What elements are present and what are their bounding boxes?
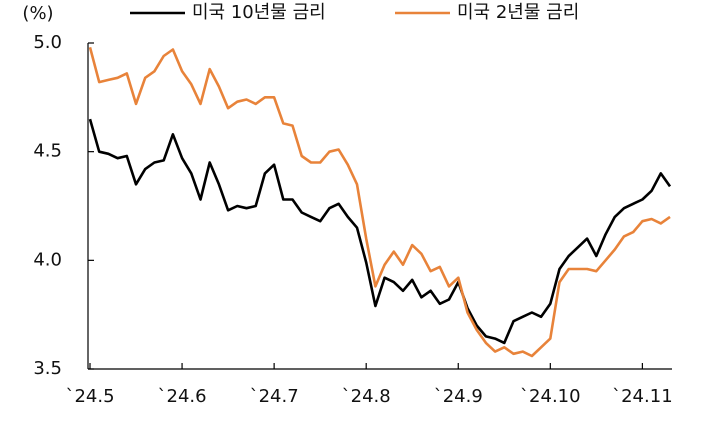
x-tick-label: `24.9	[434, 386, 483, 407]
legend-label: 미국 10년물 금리	[192, 2, 326, 23]
y-tick-label: 4.0	[33, 249, 62, 270]
y-tick-label: 4.5	[33, 141, 62, 162]
y-axis-label: (%)	[22, 3, 53, 24]
x-tick-label: `24.11	[612, 386, 673, 407]
x-tick-label: `24.5	[65, 386, 114, 407]
legend-label: 미국 2년물 금리	[457, 2, 579, 23]
y-tick-label: 5.0	[33, 32, 62, 53]
x-tick-label: `24.6	[158, 386, 207, 407]
x-tick-label: `24.10	[520, 386, 581, 407]
x-tick-label: `24.7	[250, 386, 299, 407]
x-tick-label: `24.8	[342, 386, 391, 407]
series-line	[88, 46, 671, 358]
series-line	[88, 118, 672, 345]
y-tick-label: 3.5	[33, 358, 62, 379]
